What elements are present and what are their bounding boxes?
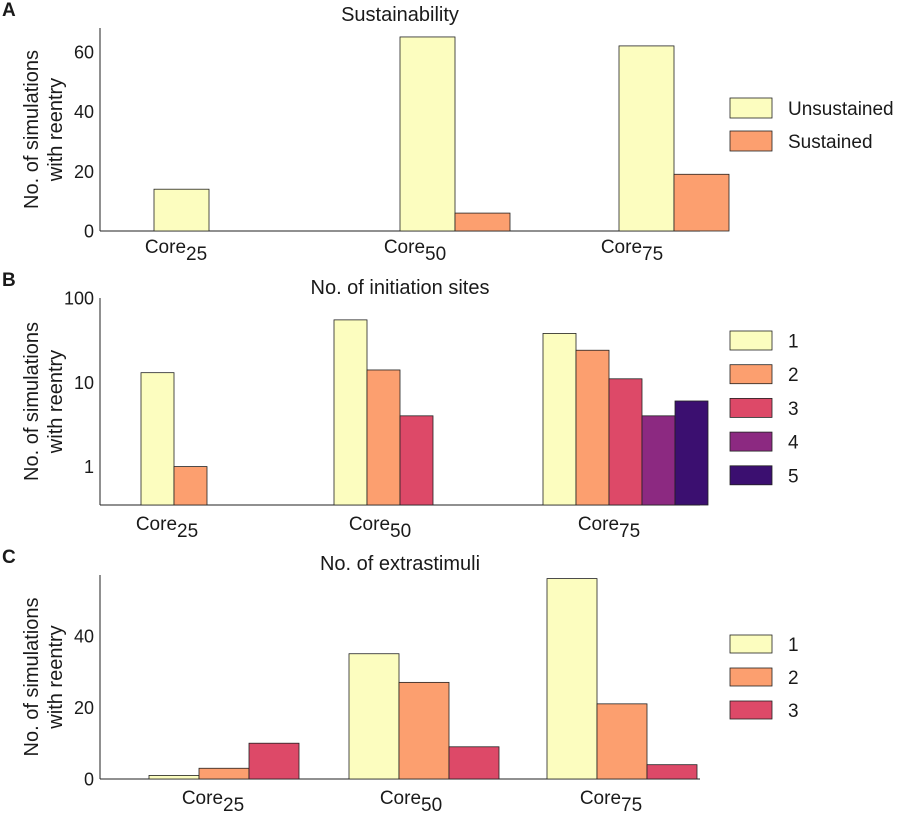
x-tick-base: Core xyxy=(384,237,425,258)
y-tick-label: 100 xyxy=(64,289,94,309)
bar-extrastimuli-core75-3 xyxy=(646,764,698,780)
x-tick-subscript: 50 xyxy=(425,244,446,265)
y-axis-label: with reentry xyxy=(45,350,67,454)
bar-sustainability-core50-unsustained xyxy=(399,36,456,232)
x-tick-label: Core75 xyxy=(578,514,640,542)
y-tick-label: 10 xyxy=(74,373,94,393)
x-tick-base: Core xyxy=(578,514,619,535)
legend-swatch xyxy=(729,130,773,152)
y-axis-label: with reentry xyxy=(45,625,67,729)
x-tick-label: Core25 xyxy=(136,514,198,542)
bar-sustainability-core25-unsustained xyxy=(153,188,210,232)
x-tick-subscript: 75 xyxy=(619,521,640,542)
bar-initiation-sites-core75-1 xyxy=(542,333,577,506)
x-tick-subscript: 50 xyxy=(390,521,411,542)
bar-extrastimuli-core75-2 xyxy=(596,703,648,780)
x-tick-base: Core xyxy=(580,788,621,809)
y-tick-label: 40 xyxy=(74,102,94,122)
x-tick-base: Core xyxy=(182,788,223,809)
chart-panel-sustainability: A Sustainability No. of simulations with re… xyxy=(2,0,894,265)
chart-title: No. of initiation sites xyxy=(311,277,490,299)
legend-label: 5 xyxy=(788,466,799,487)
legend-swatch xyxy=(729,397,773,418)
y-tick-label: 0 xyxy=(84,222,94,242)
x-tick-subscript: 50 xyxy=(421,795,442,815)
x-tick-subscript: 25 xyxy=(177,521,198,542)
bar-extrastimuli-core25-2 xyxy=(198,767,250,780)
legend-label: Sustained xyxy=(788,132,873,153)
x-tick-subscript: 75 xyxy=(642,244,663,265)
legend-label: Unsustained xyxy=(788,99,894,120)
bar-initiation-sites-core50-3 xyxy=(399,415,434,506)
x-tick-label: Core50 xyxy=(384,237,446,265)
x-tick-label: Core50 xyxy=(380,788,442,815)
panel-label: B xyxy=(2,270,16,291)
legend-swatch xyxy=(729,364,773,385)
x-tick-subscript: 25 xyxy=(186,244,207,265)
panel-label: A xyxy=(2,0,16,21)
bar-initiation-sites-core50-2 xyxy=(366,369,401,506)
x-tick-base: Core xyxy=(380,788,421,809)
x-tick-subscript: 25 xyxy=(223,795,244,815)
bar-extrastimuli-core25-1 xyxy=(148,775,200,780)
legend-swatch xyxy=(729,634,773,654)
x-tick-label: Core25 xyxy=(182,788,244,815)
x-tick-label: Core25 xyxy=(145,237,207,265)
y-tick-label: 40 xyxy=(74,626,94,646)
legend-label: 4 xyxy=(788,433,799,454)
bar-initiation-sites-core25-1 xyxy=(140,372,175,506)
x-tick-base: Core xyxy=(349,514,390,535)
legend-label: 2 xyxy=(788,668,799,689)
x-tick-subscript: 75 xyxy=(621,795,642,815)
bar-initiation-sites-core25-2 xyxy=(173,466,208,506)
x-tick-base: Core xyxy=(136,514,177,535)
chart-panel-extrastimuli: C No. of extrastimuli No. of simulations wi… xyxy=(2,547,799,815)
legend-label: 1 xyxy=(788,332,799,353)
chart-title: Sustainability xyxy=(341,4,459,26)
bar-sustainability-core50-sustained xyxy=(454,212,511,232)
bar-extrastimuli-core25-3 xyxy=(248,742,300,780)
bar-initiation-sites-core75-2 xyxy=(575,349,610,506)
chart-panel-initiation-sites: B No. of initiation sites No. of simulatio… xyxy=(2,270,799,542)
x-tick-base: Core xyxy=(601,237,642,258)
bar-extrastimuli-core50-2 xyxy=(398,681,450,780)
y-tick-label: 20 xyxy=(74,698,94,718)
bar-sustainability-core75-sustained xyxy=(673,173,730,232)
chart-title: No. of extrastimuli xyxy=(320,553,480,575)
bar-sustainability-core75-unsustained xyxy=(618,45,675,232)
y-axis-label: with reentry xyxy=(45,78,67,182)
bar-extrastimuli-core50-3 xyxy=(448,746,500,780)
bar-initiation-sites-core75-5 xyxy=(674,400,709,506)
x-tick-label: Core50 xyxy=(349,514,411,542)
panel-label: C xyxy=(2,547,16,568)
legend-swatch xyxy=(729,667,773,687)
legend-swatch xyxy=(729,465,773,486)
y-tick-label: 0 xyxy=(84,770,94,790)
x-tick-label: Core75 xyxy=(580,788,642,815)
legend-swatch xyxy=(729,97,773,119)
y-tick-label: 20 xyxy=(74,162,94,182)
bar-initiation-sites-core50-1 xyxy=(333,319,368,506)
x-tick-label: Core75 xyxy=(601,237,663,265)
legend-label: 3 xyxy=(788,399,799,420)
x-tick-base: Core xyxy=(145,237,186,258)
legend-label: 2 xyxy=(788,365,799,386)
bar-initiation-sites-core75-3 xyxy=(608,378,643,506)
y-tick-label: 1 xyxy=(84,457,94,477)
bar-extrastimuli-core50-1 xyxy=(348,653,400,780)
bar-initiation-sites-core75-4 xyxy=(641,415,676,506)
legend-swatch xyxy=(729,330,773,351)
y-axis-label: No. of simulations xyxy=(21,322,43,481)
y-tick-label: 60 xyxy=(74,42,94,62)
legend-swatch xyxy=(729,700,773,720)
legend-label: 3 xyxy=(788,701,799,722)
bar-extrastimuli-core75-1 xyxy=(546,578,598,780)
legend-swatch xyxy=(729,431,773,452)
legend-label: 1 xyxy=(788,635,799,656)
y-axis-label: No. of simulations xyxy=(21,598,43,757)
y-axis-label: No. of simulations xyxy=(21,50,43,209)
